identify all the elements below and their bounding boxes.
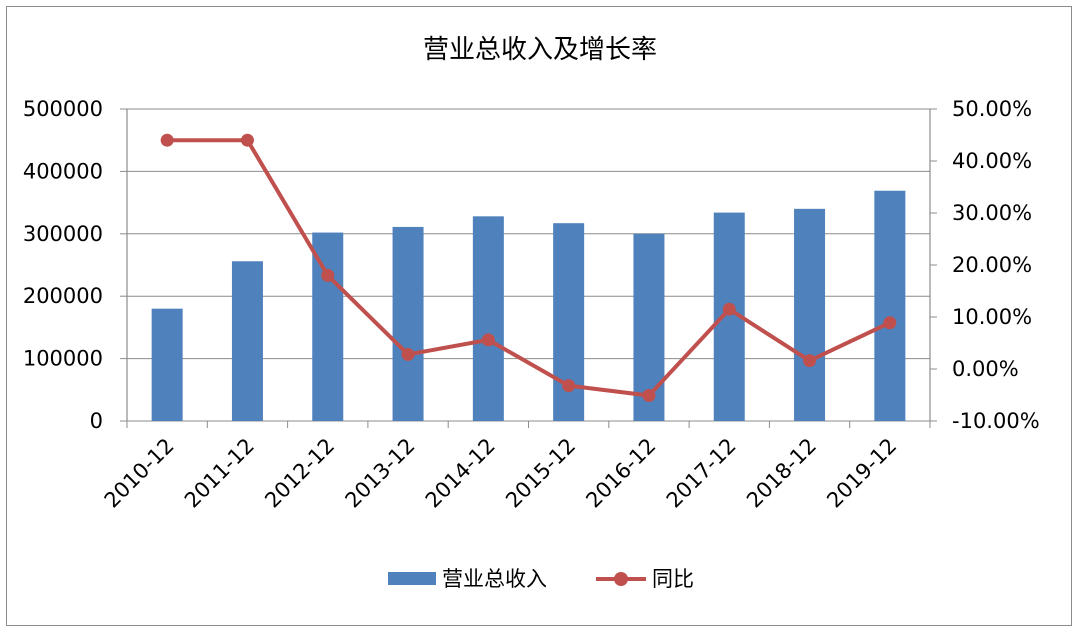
bar-2018-12: [794, 208, 826, 421]
yoy-line: [167, 138, 891, 398]
left-tick-label: 100000: [23, 347, 103, 371]
bar-2019-12: [874, 190, 906, 421]
x-tick-label: 2012-12: [260, 434, 339, 513]
bar-2010-12: [151, 308, 183, 421]
yoy-point-2017-12: [722, 302, 736, 316]
bar-2012-12: [312, 232, 344, 421]
x-tick-label: 2019-12: [822, 434, 901, 513]
left-tick-label: 500000: [23, 97, 103, 121]
yoy-point-2014-12: [481, 333, 495, 347]
right-tick-label: 50.00%: [952, 97, 1032, 121]
yoy-point-2016-12: [642, 389, 656, 403]
legend-line-label: 同比: [652, 567, 694, 591]
left-tick-label: 300000: [23, 222, 103, 246]
yoy-point-2015-12: [562, 379, 576, 393]
right-tick-label: 30.00%: [952, 201, 1032, 225]
bar-2014-12: [472, 216, 504, 421]
line-series: [160, 133, 897, 403]
axes: [120, 108, 937, 428]
left-tick-label: 400000: [23, 159, 103, 183]
x-tick-label: 2010-12: [100, 434, 179, 513]
right-tick-label: 0.00%: [952, 357, 1019, 381]
right-tick-label: 40.00%: [952, 149, 1032, 173]
right-tick-label: -10.00%: [952, 409, 1040, 433]
right-axis-ticks: -10.00% 0.00% 10.00% 20.00% 30.00% 40.00% 50.0…: [952, 97, 1040, 433]
x-tick-label: 2016-12: [581, 434, 660, 513]
right-tick-label: 20.00%: [952, 253, 1032, 277]
x-tick-label: 2015-12: [501, 434, 580, 513]
yoy-point-2013-12: [401, 347, 415, 361]
x-tick-label: 2018-12: [742, 434, 821, 513]
bar-2013-12: [392, 226, 424, 421]
yoy-point-2011-12: [240, 133, 254, 147]
bar-series: [151, 190, 906, 421]
yoy-point-2018-12: [803, 354, 817, 368]
x-tick-label: 2014-12: [421, 434, 500, 513]
x-axis-ticks: 2010-12 2011-12 2012-12 2013-12 2014-12 2015-…: [100, 434, 902, 513]
left-tick-label: 200000: [23, 284, 103, 308]
legend-bar-swatch: [388, 572, 436, 585]
chart-title: 营业总收入及增长率: [423, 35, 657, 65]
legend: 营业总收入 同比: [388, 567, 694, 591]
legend-bar-label: 营业总收入: [442, 567, 547, 591]
x-tick-label: 2013-12: [341, 434, 420, 513]
x-tick-label: 2017-12: [662, 434, 741, 513]
legend-line-marker: [614, 572, 628, 586]
left-tick-label: 0: [90, 409, 103, 433]
yoy-point-2012-12: [321, 268, 335, 282]
bar-2011-12: [231, 261, 263, 421]
x-tick-label: 2011-12: [180, 434, 259, 513]
yoy-point-2019-12: [883, 316, 897, 330]
right-tick-label: 10.00%: [952, 305, 1032, 329]
left-axis-ticks: 0 100000 200000 300000 400000 500000: [23, 97, 103, 433]
yoy-point-2010-12: [160, 133, 174, 147]
